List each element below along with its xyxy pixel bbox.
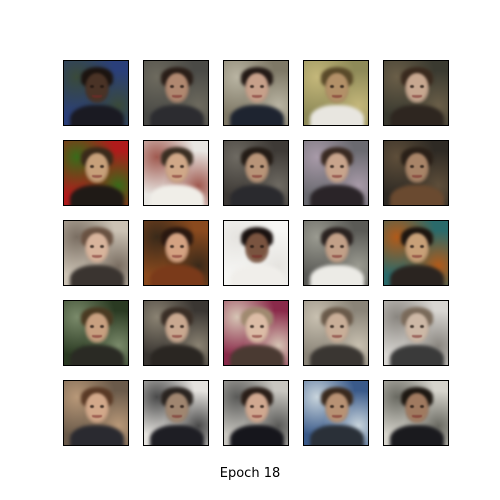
generated-sample-image [223,140,289,206]
generated-sample-image [143,380,209,446]
generated-sample-image [383,140,449,206]
generated-sample-image [143,220,209,286]
generated-sample-image [383,60,449,126]
generated-sample-image [223,220,289,286]
generated-sample-image [63,140,129,206]
generated-sample-image [63,380,129,446]
generated-sample-image [303,140,369,206]
generated-sample-image [223,300,289,366]
generated-sample-image [143,60,209,126]
generated-sample-image [63,220,129,286]
generated-sample-image [303,380,369,446]
generated-sample-image [303,300,369,366]
generated-sample-image [303,60,369,126]
generated-sample-image [303,220,369,286]
generated-sample-image [63,300,129,366]
generated-sample-image [63,60,129,126]
generated-sample-image [143,300,209,366]
generated-sample-image [223,60,289,126]
generated-sample-image [383,220,449,286]
figure-caption: Epoch 18 [219,466,281,481]
generated-sample-image [143,140,209,206]
generated-sample-image [383,380,449,446]
generated-sample-image [383,300,449,366]
generated-sample-image [223,380,289,446]
